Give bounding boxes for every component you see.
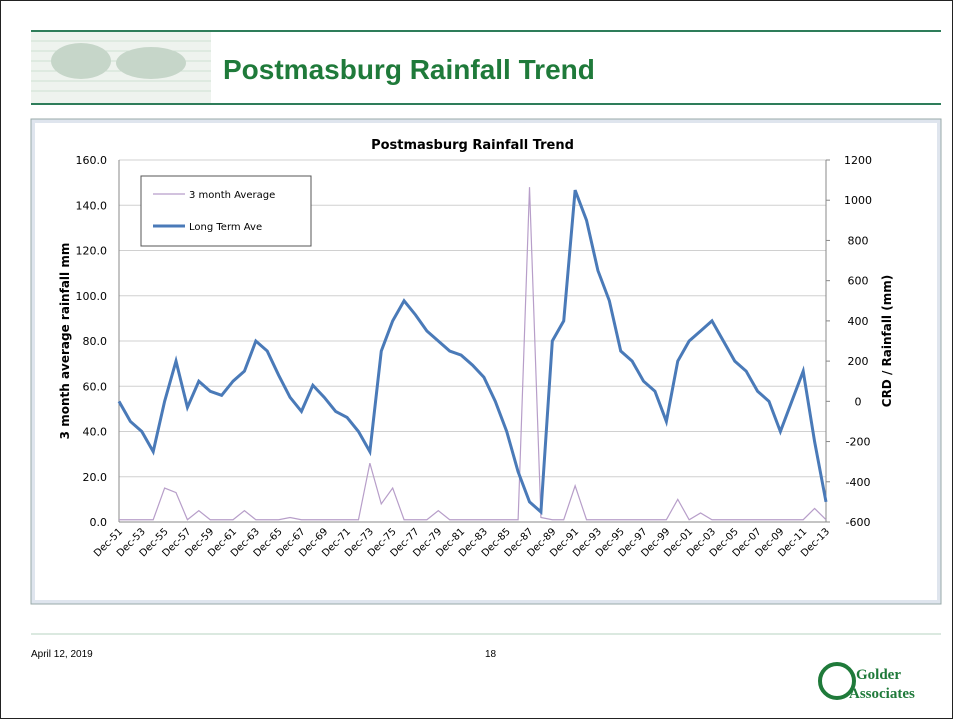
logo-mark — [818, 662, 856, 700]
map-shape — [116, 47, 186, 79]
logo-sub: Associates — [849, 686, 915, 702]
chart-title: Postmasburg Rainfall Trend — [371, 138, 574, 153]
y-tick-label: 160.0 — [76, 154, 108, 167]
y-tick-label: 60.0 — [83, 380, 108, 393]
series-line — [119, 187, 827, 521]
y-tick-label: 100.0 — [76, 290, 108, 303]
y2-tick-label: 200 — [848, 355, 869, 368]
legend-box — [140, 175, 312, 247]
page-number: 18 — [485, 649, 497, 660]
y2-tick-label: -200 — [846, 436, 871, 449]
legend-label: Long Term Ave — [189, 222, 262, 233]
y2-tick-label: 800 — [848, 234, 869, 247]
y2-tick-label: 0 — [855, 395, 862, 408]
y2-tick-label: 1200 — [844, 154, 872, 167]
y-tick-label: 20.0 — [83, 471, 108, 484]
logo-name: Golder — [856, 667, 901, 683]
footer-date: April 12, 2019 — [31, 649, 93, 660]
y2-tick-label: 600 — [848, 275, 869, 288]
map-shape — [51, 43, 111, 79]
y-tick-label: 140.0 — [76, 199, 108, 212]
y2-axis-title: CRD / Rainfall (mm) — [880, 275, 894, 407]
series-line — [117, 189, 828, 516]
y-tick-label: 40.0 — [83, 426, 108, 439]
legend-label: 3 month Average — [189, 190, 275, 201]
y-axis-title: 3 month average rainfall mm — [58, 243, 72, 440]
y2-tick-label: 400 — [848, 315, 869, 328]
y-tick-label: 0.0 — [90, 516, 108, 529]
slide-title: Postmasburg Rainfall Trend — [223, 54, 595, 85]
y2-tick-label: -600 — [846, 516, 871, 529]
y2-tick-label: 1000 — [844, 194, 872, 207]
y-tick-label: 80.0 — [83, 335, 108, 348]
y-tick-label: 120.0 — [76, 245, 108, 258]
y2-tick-label: -400 — [846, 476, 871, 489]
